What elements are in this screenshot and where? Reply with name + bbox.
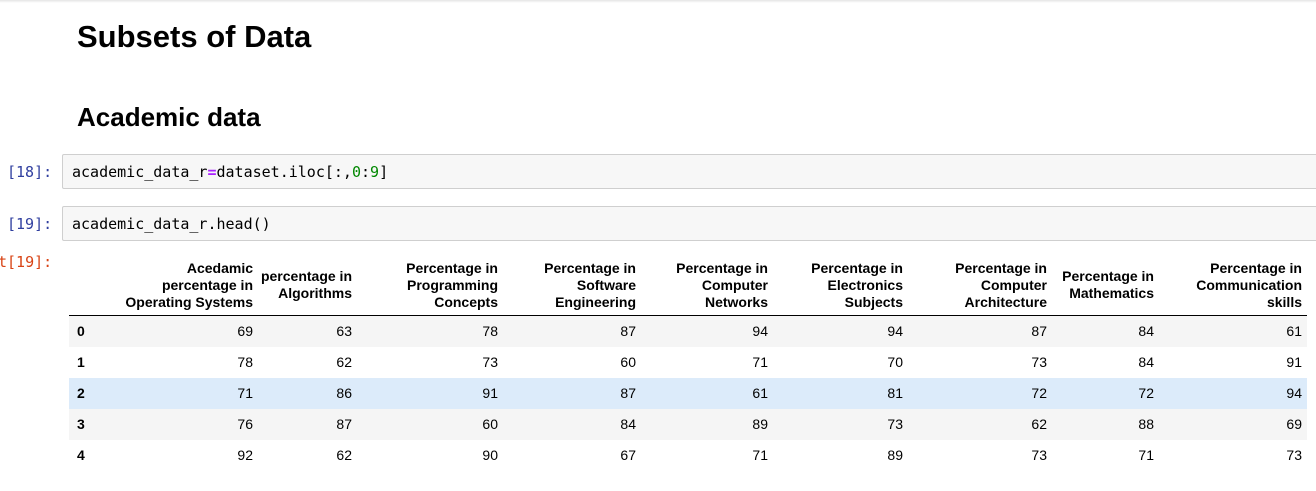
column-header: Percentage in Communication skills: [1159, 255, 1307, 316]
column-header: Percentage in Software Engineering: [503, 255, 641, 316]
table-cell: 94: [1286, 385, 1302, 401]
table-cell: 73: [1031, 447, 1047, 463]
table-cell: 73: [887, 416, 903, 432]
table-cell: 73: [482, 354, 498, 370]
table-row: 3 76 87 60 84 89 73 62 88 69: [69, 408, 1307, 440]
table-cell: 89: [887, 447, 903, 463]
table-cell: 78: [482, 323, 498, 340]
column-header: Acedamic percentage in Operating Systems: [110, 255, 258, 316]
column-header: Percentage in Computer Networks: [641, 255, 773, 316]
code-bracket: ]: [379, 163, 389, 181]
table-header-row: Acedamic percentage in Operating Systems…: [69, 255, 1307, 316]
table-cell: 71: [752, 354, 768, 370]
code-colon: :: [361, 163, 371, 181]
notebook-toolbar-shadow: [0, 0, 1316, 3]
table-cell: 84: [620, 416, 636, 432]
cell-18-prompt: [18]:: [7, 163, 53, 181]
section-heading: Academic data: [77, 102, 261, 132]
table-cell: 94: [887, 323, 903, 340]
code-cell-19-source[interactable]: academic_data_r.head(): [72, 215, 271, 233]
table-cell: 70: [887, 354, 903, 370]
table-row-hovered: 2 71 86 91 87 61 81 72 72 94: [69, 377, 1307, 409]
table-cell: 60: [482, 416, 498, 432]
table-cell: 67: [620, 447, 636, 463]
table-cell: 84: [1138, 323, 1154, 340]
table-cell: 72: [1138, 385, 1154, 401]
column-header: Percentage in Electronics Subjects: [773, 255, 908, 316]
page-title: Subsets of Data: [77, 19, 312, 54]
table-cell: 87: [620, 323, 636, 340]
code-operator: =: [207, 163, 217, 181]
table-cell: 91: [482, 385, 498, 401]
column-header: Percentage in Computer Architecture: [908, 255, 1052, 316]
table-cell: 62: [336, 447, 352, 463]
code-cell-18[interactable]: academic_data_r=dataset.iloc[:,0:9]: [62, 154, 1316, 189]
code-number: 0: [351, 163, 361, 181]
row-index: 3: [77, 416, 85, 432]
table-row: 0 69 63 78 87 94 94 87 84 61: [69, 315, 1307, 347]
column-header: Percentage in Mathematics: [1052, 255, 1159, 316]
table-cell: 60: [620, 354, 636, 370]
table-cell: 61: [752, 385, 768, 401]
code-expression: dataset.iloc[:,: [216, 163, 352, 181]
code-cell-18-source[interactable]: academic_data_r=dataset.iloc[:,0:9]: [72, 162, 388, 182]
code-cell-19[interactable]: academic_data_r.head(): [62, 206, 1316, 241]
table-row: 4 92 62 90 67 71 89 73 71 73: [69, 440, 1307, 471]
table-cell: 88: [1138, 416, 1154, 432]
cell-19-prompt: [19]:: [7, 215, 53, 233]
table-cell: 69: [1286, 416, 1302, 432]
table-cell: 87: [1031, 323, 1047, 340]
column-header: Percentage in Programming Concepts: [357, 255, 503, 316]
index-header: [69, 255, 110, 316]
table-cell: 62: [1031, 416, 1047, 432]
table-cell: 91: [1286, 354, 1302, 370]
row-index: 4: [77, 447, 85, 463]
table-cell: 61: [1286, 323, 1302, 340]
table-cell: 63: [336, 323, 352, 340]
table-cell: 92: [237, 447, 253, 463]
table-cell: 86: [336, 385, 352, 401]
table-cell: 71: [1138, 447, 1154, 463]
table-cell: 81: [887, 385, 903, 401]
table-cell: 78: [237, 354, 253, 370]
table-cell: 71: [752, 447, 768, 463]
table-cell: 69: [237, 323, 253, 340]
table-cell: 89: [752, 416, 768, 432]
table-cell: 84: [1138, 354, 1154, 370]
table-cell: 87: [336, 416, 352, 432]
table-row: 1 78 62 73 60 71 70 73 84 91: [69, 347, 1307, 378]
table-cell: 71: [237, 385, 253, 401]
table-cell: 72: [1031, 385, 1047, 401]
output-19-prompt: t[19]:: [0, 253, 53, 271]
table-cell: 94: [752, 323, 768, 340]
table-cell: 76: [237, 416, 253, 432]
code-variable: academic_data_r: [72, 163, 208, 181]
table-cell: 87: [620, 385, 636, 401]
table-cell: 90: [482, 447, 498, 463]
row-index: 0: [77, 323, 85, 340]
code-number: 9: [370, 163, 380, 181]
table-cell: 73: [1286, 447, 1302, 463]
row-index: 2: [77, 385, 85, 401]
table-cell: 73: [1031, 354, 1047, 370]
table-cell: 62: [336, 354, 352, 370]
column-header: percentage in Algorithms: [258, 255, 357, 316]
dataframe-output: Acedamic percentage in Operating Systems…: [69, 255, 1307, 471]
row-index: 1: [77, 354, 85, 370]
